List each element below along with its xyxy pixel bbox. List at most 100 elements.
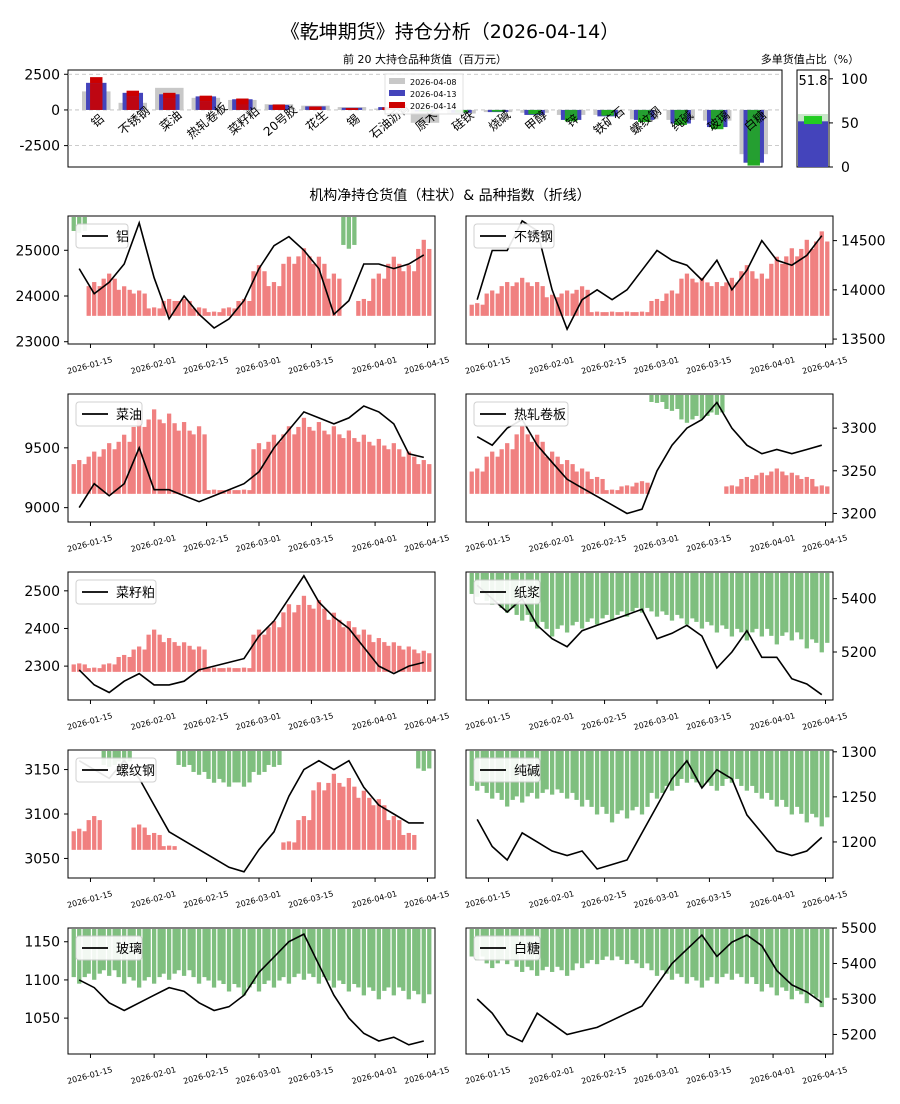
- netpos-bar: [499, 286, 504, 316]
- netpos-bar: [690, 278, 695, 316]
- netpos-bar: [226, 929, 232, 992]
- netpos-bar: [331, 773, 337, 850]
- netpos-bar: [585, 929, 590, 964]
- netpos-bar: [341, 929, 346, 984]
- netpos-bar: [714, 395, 720, 415]
- index-line: [78, 220, 425, 329]
- netpos-bar: [131, 827, 136, 850]
- ytick-label: 3300: [841, 421, 877, 437]
- netpos-bar: [564, 929, 570, 976]
- netpos-bar: [570, 573, 575, 626]
- netpos-bar: [151, 409, 157, 494]
- netpos-bar: [555, 456, 560, 494]
- netpos-bar: [277, 627, 282, 672]
- xtick-label: 2026-02-15: [182, 533, 229, 554]
- netpos-bar: [799, 573, 804, 640]
- netpos-bar: [739, 929, 744, 978]
- netpos-bar: [780, 751, 785, 800]
- netpos-bar: [780, 471, 785, 494]
- netpos-bar: [765, 573, 770, 629]
- netpos-bar: [729, 573, 735, 637]
- netpos-bar: [322, 430, 327, 494]
- netpos-bar: [97, 820, 102, 850]
- ratio-bar: [798, 121, 828, 167]
- netpos-bar: [101, 664, 106, 672]
- xtick-label: 2026-02-15: [580, 533, 627, 554]
- netpos-bar: [401, 456, 406, 494]
- netpos-bar: [191, 649, 196, 672]
- netpos-bar: [236, 751, 241, 783]
- netpos-bar: [206, 751, 211, 779]
- netpos-bar: [774, 256, 779, 316]
- netpos-bar: [256, 929, 262, 992]
- netpos-bar: [137, 417, 142, 494]
- netpos-bar: [166, 929, 172, 980]
- ytick-label: 3150: [24, 763, 60, 779]
- netpos-bar: [352, 438, 357, 494]
- netpos-bar: [367, 441, 372, 494]
- netpos-bar: [589, 573, 594, 619]
- xtick-label: 2026-03-01: [235, 889, 282, 910]
- top20-bar-2026-04-14: [674, 118, 687, 125]
- netpos-bar: [795, 751, 800, 807]
- netpos-bar: [337, 619, 342, 672]
- xtick-label: 2026-04-01: [351, 355, 398, 376]
- netpos-bar: [281, 434, 286, 494]
- netpos-bar: [196, 751, 202, 775]
- legend-label: 螺纹钢: [116, 764, 155, 779]
- netpos-bar: [356, 797, 361, 850]
- netpos-bar: [774, 929, 779, 996]
- netpos-bar: [705, 929, 710, 981]
- netpos-bar: [346, 778, 352, 850]
- netpos-bar: [579, 929, 585, 969]
- netpos-bar: [187, 929, 192, 971]
- netpos-bar: [570, 929, 575, 971]
- netpos-bar: [690, 929, 695, 978]
- netpos-bar: [769, 751, 774, 800]
- netpos-bar: [559, 293, 564, 316]
- ytick-label: 5400: [841, 956, 877, 972]
- netpos-bar: [634, 482, 639, 494]
- panel-sp: 5200 5400 2026-01-15 2026-02-01 2026-02-15 20…: [464, 571, 877, 732]
- netpos-bar: [382, 805, 387, 850]
- netpos-bar: [232, 490, 237, 494]
- netpos-bar: [589, 929, 594, 960]
- ytick-label: 3100: [24, 807, 60, 823]
- netpos-bar: [564, 573, 570, 633]
- netpos-bar: [322, 929, 327, 978]
- netpos-bar: [391, 256, 396, 316]
- netpos-bar: [101, 449, 106, 494]
- top20-bar-2026-04-14: [236, 98, 249, 105]
- netpos-bar: [739, 271, 744, 316]
- netpos-bar: [594, 573, 600, 625]
- top20-bar-2026-04-14: [747, 159, 760, 166]
- top20-title: 前 20 大持仓品种货值（百万元）: [343, 52, 507, 66]
- netpos-bar: [774, 573, 779, 645]
- netpos-bar: [660, 929, 665, 971]
- netpos-bar: [639, 929, 645, 969]
- netpos-bar: [684, 395, 690, 423]
- netpos-bar: [789, 929, 794, 1000]
- netpos-bar: [401, 929, 406, 991]
- ytick-label: 14500: [841, 234, 886, 250]
- netpos-bar: [266, 627, 271, 672]
- netpos-bar: [382, 929, 387, 991]
- legend-label: 纸浆: [514, 586, 540, 601]
- netpos-bar: [127, 751, 132, 762]
- netpos-bar: [112, 278, 117, 316]
- netpos-bar: [744, 265, 750, 316]
- netpos-bar: [277, 441, 282, 494]
- netpos-bar: [469, 304, 474, 316]
- xtick-label: 2026-03-01: [633, 533, 680, 554]
- xtick-label: 2026-02-01: [130, 355, 177, 376]
- netpos-bar: [217, 668, 222, 672]
- netpos-bar: [151, 307, 157, 316]
- netpos-bar: [664, 573, 669, 615]
- ytick-label: 13500: [841, 332, 886, 348]
- netpos-bar: [307, 929, 312, 974]
- netpos-bar: [161, 423, 166, 494]
- netpos-bar: [705, 282, 710, 316]
- netpos-bar: [639, 311, 645, 316]
- ratio-chart: 多单货值占比（%） 51.8 0 50 100: [761, 52, 868, 176]
